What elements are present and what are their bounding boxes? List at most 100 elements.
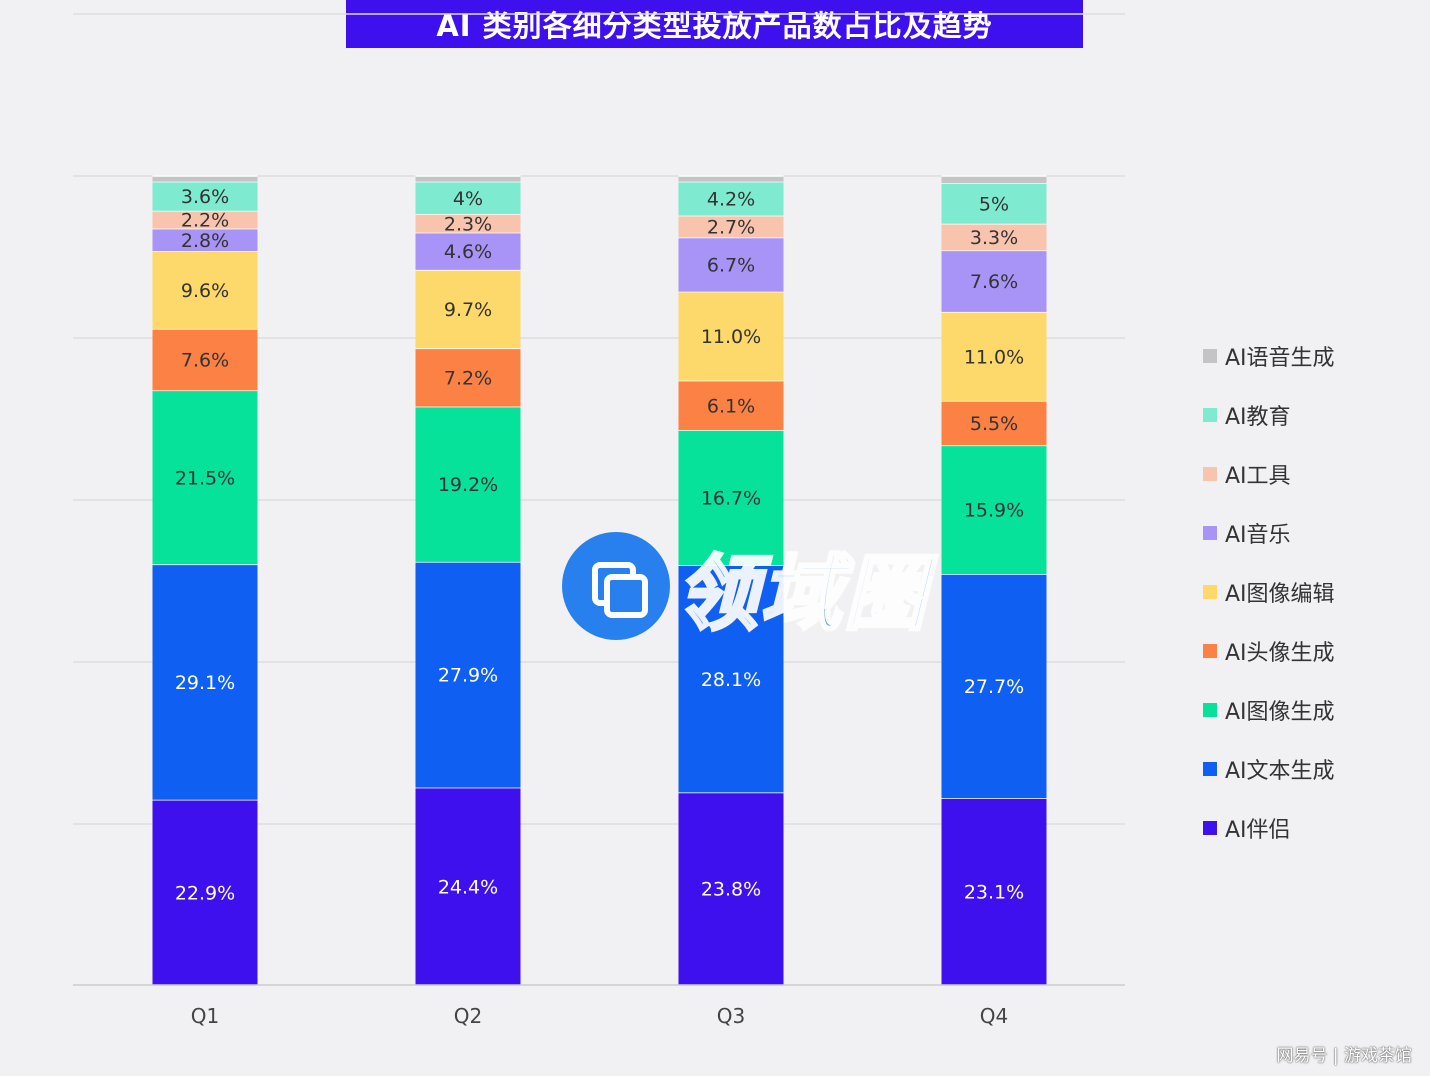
legend-swatch xyxy=(1203,702,1217,717)
data-label: 27.7% xyxy=(964,676,1024,698)
bar-segment xyxy=(152,228,258,252)
data-label: 4% xyxy=(453,188,483,210)
bar-segment xyxy=(941,250,1047,312)
data-label: 22.9% xyxy=(175,882,235,904)
data-label: 24.4% xyxy=(438,876,498,898)
watermark: 领域圈 xyxy=(562,530,1002,643)
bar-segment xyxy=(415,406,521,562)
bar-segment xyxy=(152,210,258,229)
legend-item: AI语音生成 xyxy=(1200,326,1420,385)
legend-item: AI图像生成 xyxy=(1200,680,1420,739)
legend-swatch xyxy=(1203,348,1217,363)
data-label: 23.1% xyxy=(964,882,1024,904)
data-label: 2.3% xyxy=(444,213,492,235)
bar-segment xyxy=(678,792,784,985)
bar-segment xyxy=(415,787,521,985)
legend-item: AI文本生成 xyxy=(1200,739,1420,798)
bar-segment xyxy=(152,390,258,565)
data-label: 29.1% xyxy=(175,672,235,694)
bar-segment xyxy=(415,561,521,788)
legend-item: AI图像编辑 xyxy=(1200,562,1420,621)
data-label: 7.6% xyxy=(181,350,229,372)
data-label: 7.6% xyxy=(970,271,1018,293)
bar-segment xyxy=(415,269,521,349)
bar-segment xyxy=(152,328,258,391)
bar-segment xyxy=(941,445,1047,575)
bar-segment xyxy=(152,799,258,985)
legend-label: AI语音生成 xyxy=(1225,345,1335,371)
legend-label: AI工具 xyxy=(1225,463,1291,489)
data-label: 5.5% xyxy=(970,413,1018,435)
source-watermark: 网易号 | 游戏茶馆 xyxy=(1276,1046,1412,1066)
bar-segment xyxy=(152,251,258,329)
bar-segment xyxy=(415,181,521,215)
legend-item: AI工具 xyxy=(1200,444,1420,503)
data-label: 15.9% xyxy=(964,500,1024,522)
x-tick-label: Q3 xyxy=(717,1004,745,1028)
data-label: 23.8% xyxy=(701,879,761,901)
legend-item: AI头像生成 xyxy=(1200,621,1420,680)
bar-segment xyxy=(152,176,258,182)
legend-swatch xyxy=(1203,525,1217,540)
bar-segment xyxy=(678,215,784,238)
legend-label: AI伴侣 xyxy=(1225,817,1291,843)
bar-segment xyxy=(415,214,521,233)
bar-segment xyxy=(678,380,784,431)
bar-segment xyxy=(678,565,784,793)
data-label: 27.9% xyxy=(438,665,498,687)
data-label: 28.1% xyxy=(701,669,761,691)
bar-segment xyxy=(941,183,1047,224)
data-label: 6.1% xyxy=(707,395,755,417)
bar-segment xyxy=(678,181,784,216)
bar-segment xyxy=(415,232,521,270)
data-label: 3.3% xyxy=(970,227,1018,249)
data-label: 2.7% xyxy=(707,217,755,239)
legend-label: AI头像生成 xyxy=(1225,640,1335,666)
bar-segment xyxy=(152,181,258,211)
bar-segment xyxy=(415,348,521,407)
data-label: 7.2% xyxy=(444,367,492,389)
legend-swatch xyxy=(1203,407,1217,422)
x-tick-label: Q4 xyxy=(980,1004,1008,1028)
bar-segment xyxy=(941,798,1047,985)
data-label: 21.5% xyxy=(175,467,235,489)
bar-segment xyxy=(678,430,784,566)
legend-label: AI教育 xyxy=(1225,404,1291,430)
data-label: 16.7% xyxy=(701,488,761,510)
bar-segment xyxy=(152,564,258,800)
x-tick-label: Q1 xyxy=(191,1004,219,1028)
data-label: 11.0% xyxy=(701,326,761,348)
data-label: 2.2% xyxy=(181,210,229,232)
watermark-text: 领域圈 xyxy=(675,545,928,643)
legend-swatch xyxy=(1203,584,1217,599)
data-label: 19.2% xyxy=(438,474,498,496)
legend-item: AI伴侣 xyxy=(1200,798,1420,857)
legend-item: AI教育 xyxy=(1200,385,1420,444)
x-tick-label: Q2 xyxy=(454,1004,482,1028)
bar-segment xyxy=(678,237,784,292)
bar-segment xyxy=(941,311,1047,401)
bar-stack-q1: 22.9% 29.1% 21.5% 7.6% 9.6% 2.8%2.2%3.6% xyxy=(152,175,258,985)
legend-item: AI音乐 xyxy=(1200,503,1420,562)
data-label: 5% xyxy=(979,194,1009,216)
data-label: 4.6% xyxy=(444,241,492,263)
legend-swatch xyxy=(1203,643,1217,658)
legend-label: AI音乐 xyxy=(1225,522,1291,548)
legend-label: AI文本生成 xyxy=(1225,758,1335,784)
bar-segment xyxy=(678,291,784,381)
legend-label: AI图像生成 xyxy=(1225,699,1335,725)
bar-segment xyxy=(941,176,1047,184)
bar-segment xyxy=(941,400,1047,446)
bar-stack-q4: 23.1% 27.7% 15.9% 5.5% 11.0% 7.6% 3.3% 5% xyxy=(941,175,1047,985)
legend-swatch xyxy=(1203,466,1217,481)
data-label: 9.6% xyxy=(181,280,229,302)
watermark-logo-icon xyxy=(562,532,670,640)
data-label: 6.7% xyxy=(707,255,755,277)
bar-stack-q2: 24.4% 27.9% 19.2% 7.2% 9.7% 4.6% 2.3% 4% xyxy=(415,175,521,985)
bar-segment xyxy=(941,574,1047,799)
data-label: 3.6% xyxy=(181,186,229,208)
legend-swatch xyxy=(1203,820,1217,835)
legend-label: AI图像编辑 xyxy=(1225,581,1335,607)
data-label: 2.8% xyxy=(181,230,229,252)
